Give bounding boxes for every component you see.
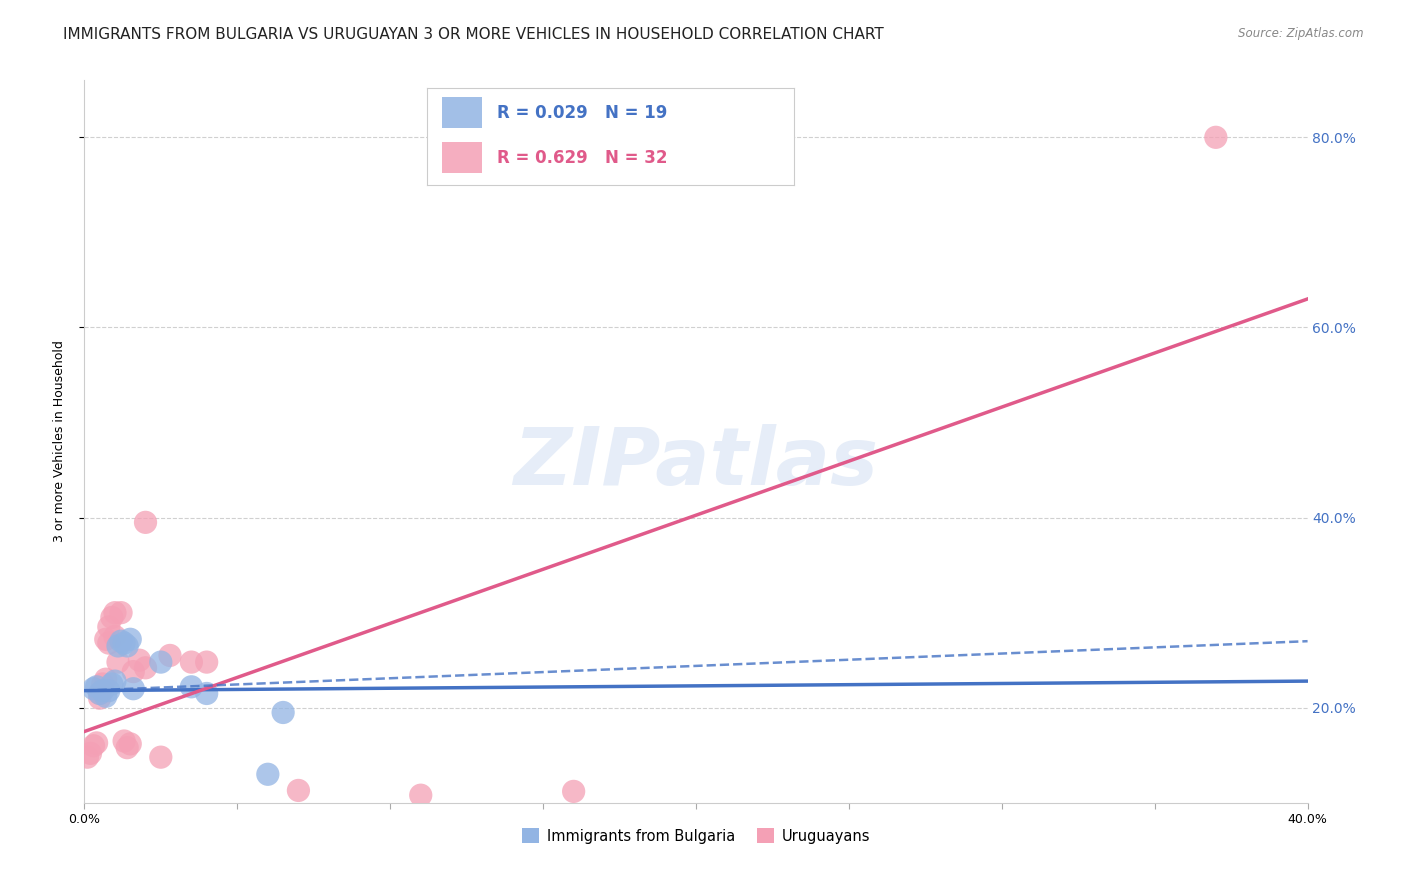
Point <box>287 783 309 797</box>
Point <box>409 788 432 802</box>
Text: Source: ZipAtlas.com: Source: ZipAtlas.com <box>1239 27 1364 40</box>
Point <box>97 683 120 698</box>
Point <box>180 680 202 694</box>
Point <box>83 739 105 753</box>
Point <box>110 606 132 620</box>
Point <box>97 636 120 650</box>
Point <box>101 610 124 624</box>
Point <box>271 706 294 720</box>
Point <box>122 681 145 696</box>
Point <box>83 681 105 696</box>
Point <box>110 634 132 648</box>
Point <box>195 655 218 669</box>
Point <box>94 690 117 704</box>
Point <box>112 734 135 748</box>
Y-axis label: 3 or more Vehicles in Household: 3 or more Vehicles in Household <box>53 341 66 542</box>
Point <box>86 736 108 750</box>
Point <box>120 632 142 647</box>
Point <box>122 665 145 679</box>
Point <box>149 655 172 669</box>
Text: IMMIGRANTS FROM BULGARIA VS URUGUAYAN 3 OR MORE VEHICLES IN HOUSEHOLD CORRELATIO: IMMIGRANTS FROM BULGARIA VS URUGUAYAN 3 … <box>63 27 884 42</box>
Point <box>91 683 114 698</box>
Point <box>128 653 150 667</box>
Point <box>89 686 111 700</box>
Text: ZIPatlas: ZIPatlas <box>513 425 879 502</box>
Point <box>89 686 111 700</box>
Point <box>257 767 280 781</box>
Point <box>159 648 181 663</box>
Point <box>180 655 202 669</box>
Point <box>195 686 218 700</box>
Point <box>115 639 138 653</box>
Point <box>135 661 157 675</box>
Point <box>91 677 114 691</box>
Point <box>94 632 117 647</box>
Point <box>104 629 127 643</box>
Point <box>104 674 127 689</box>
Point <box>104 606 127 620</box>
Point <box>89 691 111 706</box>
Point <box>97 620 120 634</box>
Point <box>94 672 117 686</box>
Point <box>107 655 129 669</box>
Point <box>149 750 172 764</box>
Point <box>115 740 138 755</box>
Point <box>107 639 129 653</box>
Legend: Immigrants from Bulgaria, Uruguayans: Immigrants from Bulgaria, Uruguayans <box>516 822 876 850</box>
Point <box>101 677 124 691</box>
Point <box>1205 130 1227 145</box>
Point <box>79 747 101 761</box>
Point <box>120 737 142 751</box>
Point <box>76 750 98 764</box>
Point <box>135 516 157 530</box>
Point <box>86 680 108 694</box>
Point <box>91 683 114 698</box>
Point <box>562 784 585 798</box>
Point <box>112 636 135 650</box>
